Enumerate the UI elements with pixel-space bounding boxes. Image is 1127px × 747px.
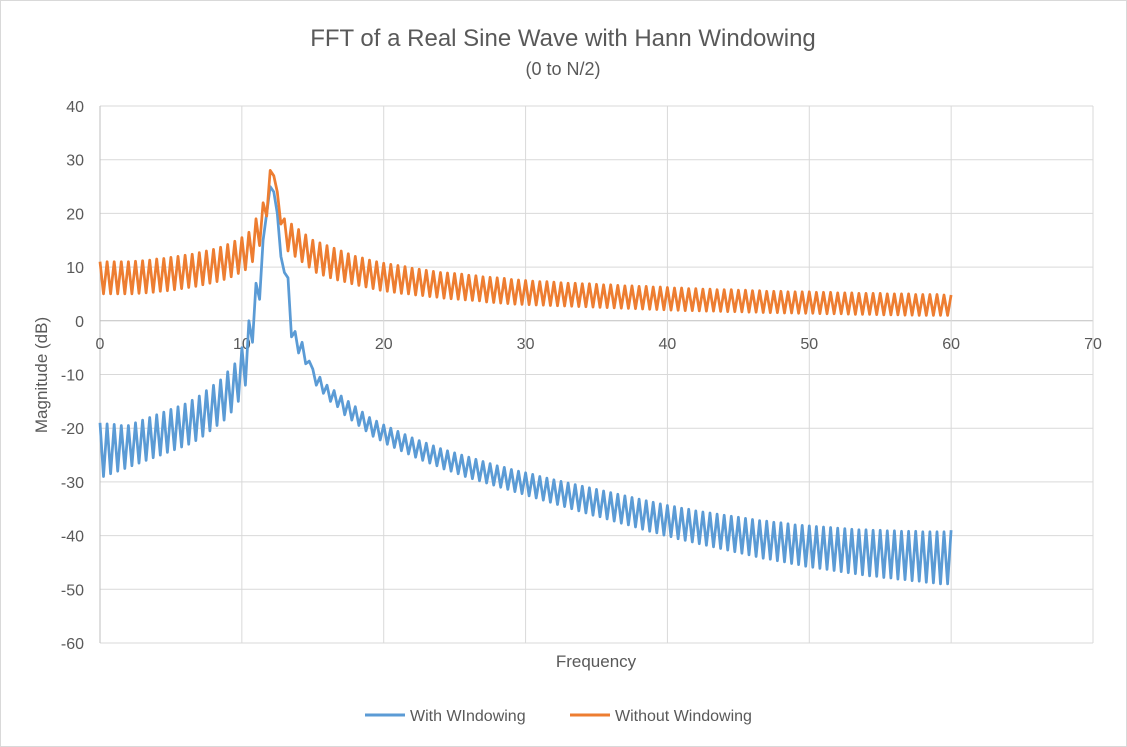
chart-subtitle: (0 to N/2) [525,59,600,79]
y-tick-label: -60 [61,636,84,653]
series-line-without-windowing [98,169,953,317]
y-tick-label: 30 [66,153,84,170]
y-tick-label: -20 [61,421,84,438]
chart-title: FFT of a Real Sine Wave with Hann Window… [310,25,816,52]
x-tick-label: 30 [517,336,535,353]
y-axis-label: Magnitude (dB) [32,317,51,433]
x-tick-label: 50 [800,336,818,353]
x-axis-label: Frequency [556,652,637,671]
x-tick-label: 70 [1084,336,1102,353]
legend-label-without-windowing: Without Windowing [615,708,752,725]
y-tick-label: -10 [61,368,84,385]
x-tick-label: 0 [96,336,105,353]
x-tick-label: 60 [942,336,960,353]
x-tick-label: 20 [375,336,393,353]
y-tick-label: 0 [75,314,84,331]
y-tick-label: -40 [61,529,84,546]
series-line-with-windowing [98,185,953,586]
legend: With WIndowing Without Windowing [365,708,752,725]
y-tick-label: -50 [61,582,84,599]
x-tick-label: 40 [659,336,677,353]
y-tick-label: 20 [66,206,84,223]
y-tick-label: 10 [66,260,84,277]
y-tick-label: -30 [61,475,84,492]
legend-label-with-windowing: With WIndowing [410,708,526,725]
y-tick-label: 40 [66,99,84,116]
